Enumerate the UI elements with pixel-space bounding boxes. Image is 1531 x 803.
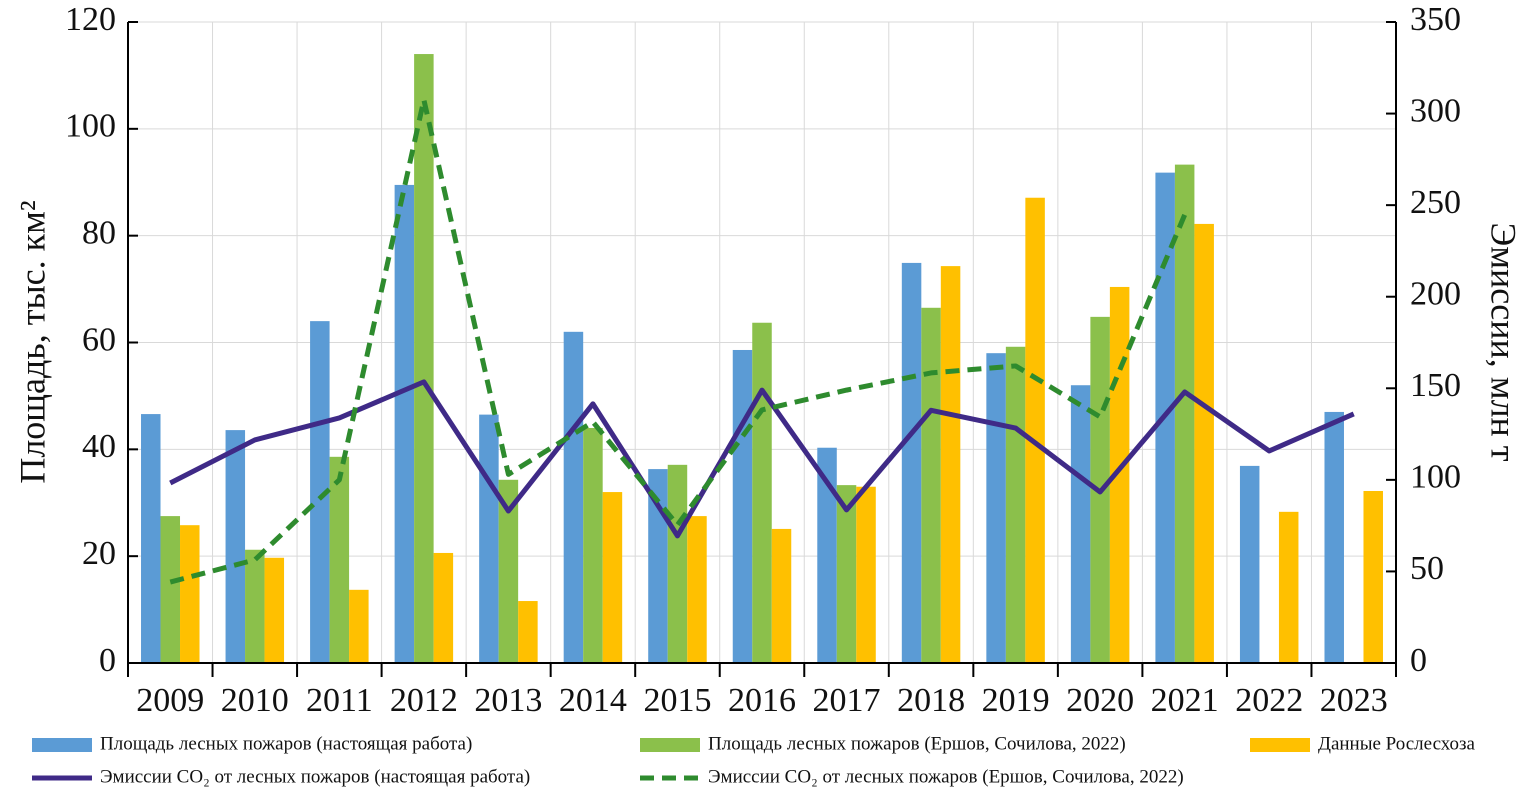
- legend-swatch: [1250, 738, 1310, 752]
- bar: [1025, 197, 1045, 663]
- bar: [518, 601, 538, 663]
- x-tick-label: 2022: [1235, 682, 1303, 719]
- bar: [940, 266, 961, 663]
- y2-tick-label: 250: [1410, 184, 1461, 221]
- y-tick-label: 100: [65, 108, 116, 145]
- y-tick-label: 60: [82, 321, 116, 358]
- x-tick-label: 2009: [136, 682, 204, 719]
- bar: [1194, 223, 1214, 664]
- y-tick-label: 120: [65, 1, 116, 38]
- bar: [1278, 511, 1299, 663]
- bar: [180, 525, 200, 663]
- y2-tick-label: 300: [1410, 92, 1461, 129]
- x-tick-label: 2013: [474, 682, 542, 719]
- bar: [752, 322, 772, 663]
- y-tick-label: 40: [82, 428, 116, 465]
- x-tick-label: 2015: [643, 682, 711, 719]
- x-tick-label: 2010: [221, 682, 289, 719]
- bar: [394, 184, 415, 663]
- y2-tick-label: 350: [1410, 1, 1461, 38]
- legend-label: Площадь лесных пожаров (Ершов, Сочилова,…: [708, 733, 1126, 754]
- bar: [563, 331, 584, 663]
- x-tick-label: 2018: [897, 682, 965, 719]
- legend-swatch: [640, 738, 700, 752]
- bar: [141, 414, 161, 663]
- x-tick-label: 2023: [1320, 682, 1388, 719]
- x-tick-label: 2019: [982, 682, 1050, 719]
- y2-tick-label: 150: [1410, 367, 1461, 404]
- bar: [1239, 465, 1260, 663]
- bar: [583, 427, 603, 663]
- y2-tick-label: 100: [1410, 459, 1461, 496]
- bar: [732, 349, 753, 663]
- bar: [479, 414, 499, 663]
- bar: [264, 557, 285, 663]
- line: [169, 97, 1187, 585]
- x-tick-label: 2021: [1151, 682, 1219, 719]
- line: [169, 379, 1355, 539]
- y2-tick-label: 200: [1410, 276, 1461, 313]
- bar: [433, 552, 454, 663]
- bar: [1005, 346, 1026, 663]
- bar: [986, 353, 1006, 663]
- bar: [687, 516, 707, 663]
- bar: [498, 479, 519, 663]
- bar: [817, 447, 837, 663]
- bar: [602, 492, 623, 663]
- y-tick-label: 0: [99, 642, 116, 679]
- bar: [836, 485, 857, 663]
- legend-label: Данные Рослесхоза: [1318, 733, 1476, 754]
- x-tick-label: 2014: [559, 682, 627, 719]
- bar: [349, 589, 369, 663]
- bar: [771, 528, 792, 663]
- bar: [1070, 385, 1091, 663]
- bar: [856, 486, 876, 663]
- x-tick-label: 2016: [728, 682, 796, 719]
- bar: [329, 456, 350, 663]
- legend-label: Площадь лесных пожаров (настоящая работа…: [100, 733, 472, 754]
- bar: [225, 430, 246, 663]
- legend-label: Эмиссии CO₂ от лесных пожаров (настоящая…: [100, 766, 530, 787]
- bar: [921, 307, 941, 663]
- x-tick-label: 2017: [813, 682, 881, 719]
- legend-label: Эмиссии CO₂ от лесных пожаров (Ершов, Со…: [708, 766, 1184, 787]
- bar: [901, 262, 922, 663]
- bar: [1174, 164, 1195, 663]
- legend-swatch: [32, 738, 92, 752]
- y-axis-title: Площадь, тыс. км²: [12, 200, 52, 483]
- y2-tick-label: 0: [1410, 642, 1427, 679]
- y-tick-label: 80: [82, 214, 116, 251]
- bar: [667, 464, 688, 663]
- bar: [1363, 490, 1383, 663]
- bar: [414, 54, 434, 664]
- bar: [1324, 411, 1344, 663]
- y-tick-label: 20: [82, 535, 116, 572]
- bar: [160, 516, 181, 663]
- bar: [310, 321, 330, 663]
- bar: [245, 549, 265, 663]
- x-tick-label: 2011: [306, 682, 373, 719]
- y2-tick-label: 50: [1410, 550, 1444, 587]
- x-tick-label: 2012: [390, 682, 458, 719]
- y2-axis-title: Эмиссии, млн т: [1484, 222, 1524, 461]
- x-tick-label: 2020: [1066, 682, 1134, 719]
